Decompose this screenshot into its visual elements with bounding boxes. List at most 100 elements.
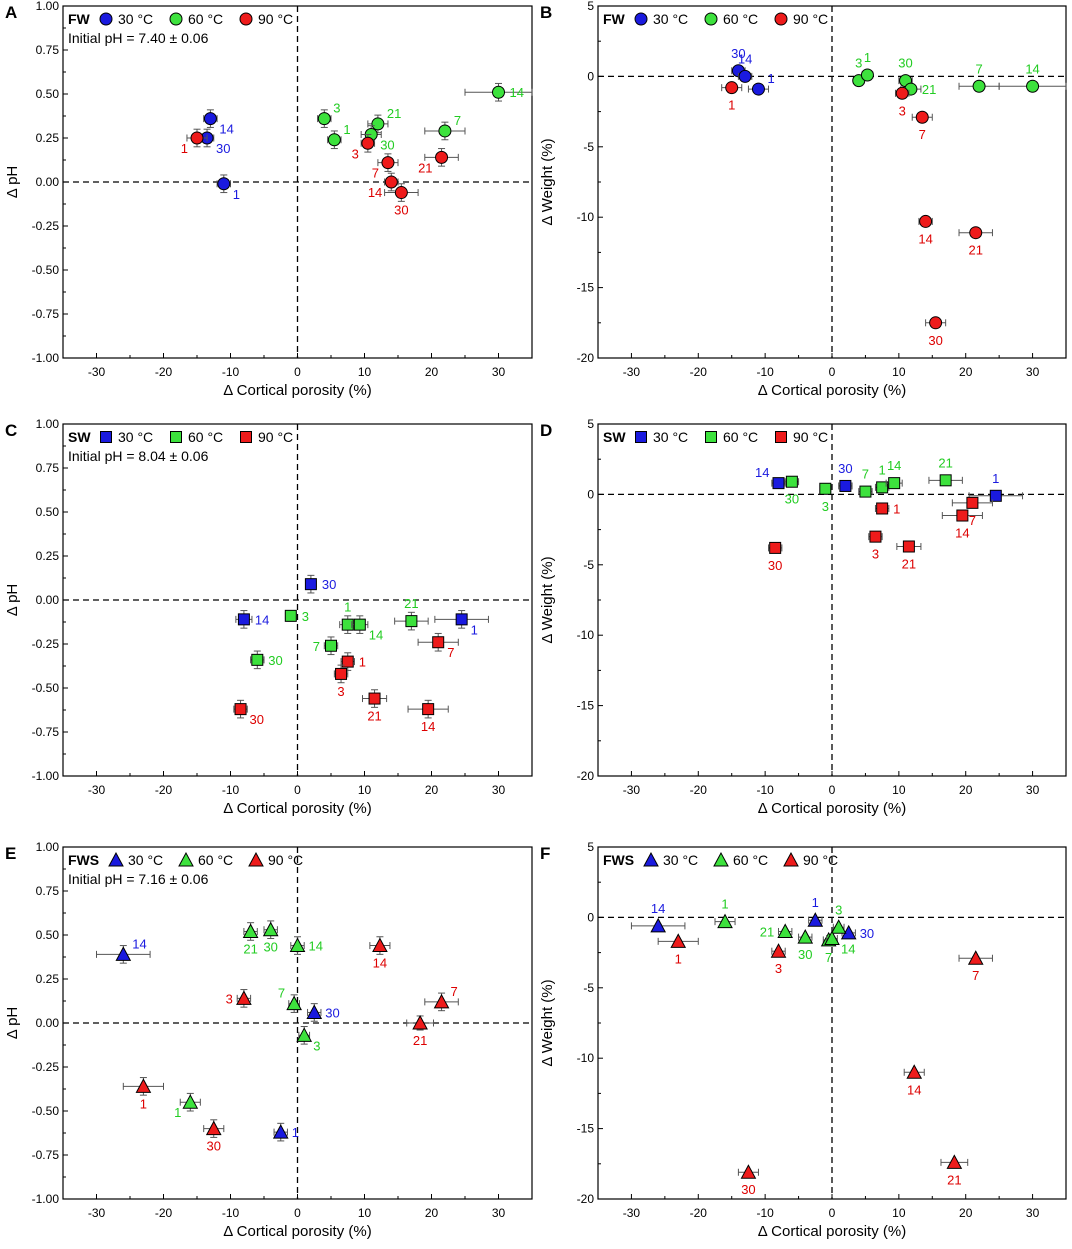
y-tick-label: 0.00 (36, 1016, 60, 1030)
data-marker (433, 993, 450, 1009)
data-marker (725, 81, 739, 95)
data-marker (860, 68, 874, 82)
y-tick-label: -0.50 (32, 681, 60, 695)
data-marker (296, 1027, 313, 1042)
legend-label: 30 °C (128, 852, 163, 868)
legend-group-name: FWS (68, 852, 99, 868)
data-point: 1 (174, 1092, 201, 1120)
y-tick-label: 0.50 (36, 505, 60, 519)
data-marker (455, 613, 468, 626)
data-label: 7 (825, 950, 832, 965)
initial-ph-note: Initial pH = 7.40 ± 0.06 (68, 30, 209, 46)
data-point: 1 (339, 600, 357, 634)
data-point: 21 (896, 540, 922, 571)
data-point: 14 (464, 82, 533, 102)
data-label: 7 (969, 513, 976, 528)
data-marker (435, 150, 449, 164)
series-60c: 21 30 14 7 3 1 (174, 920, 323, 1120)
data-label: 7 (454, 113, 461, 128)
data-label: 14 (421, 719, 435, 734)
legend: FW 30 °C 60 °C 90 °C (68, 11, 293, 27)
data-point: 30 (233, 699, 264, 727)
series-90c: 1 3 714 21 30 (768, 496, 993, 573)
data-marker (967, 950, 984, 965)
panel-f: -30 -20 -10 0 10 20 30 5 0 -5 -10 -15 -20 Δ Cortical … (539, 840, 1067, 1240)
data-point: 7 (278, 986, 302, 1013)
data-label: 3 (302, 609, 309, 624)
data-label: 30 (785, 492, 799, 507)
x-axis-label: Δ Cortical porosity (%) (223, 800, 371, 817)
legend-marker-60c (705, 431, 717, 443)
x-tick-label: -10 (756, 365, 774, 379)
legend: SW 30 °C 60 °C 90 °C (603, 429, 828, 445)
data-point: 30 (384, 183, 419, 218)
legend-marker-60c (704, 12, 718, 26)
data-label: 3 (333, 101, 340, 116)
data-marker (394, 186, 408, 200)
legend: FW 30 °C 60 °C 90 °C (603, 11, 828, 27)
data-label: 30 (898, 56, 912, 71)
x-tick-label: -30 (623, 365, 641, 379)
y-tick-label: 1.00 (36, 417, 60, 431)
data-point: 3 (317, 101, 341, 128)
data-point: 30 (898, 56, 913, 88)
x-tick-label: 10 (892, 1206, 906, 1220)
panel-letter: C (5, 421, 17, 440)
data-marker (242, 923, 259, 938)
x-tick-label: 0 (294, 1206, 301, 1220)
data-point: 14 (368, 172, 399, 200)
data-point: 7 (424, 113, 466, 141)
series-30c: 30 14 1 (235, 574, 489, 637)
data-label: 14 (955, 526, 969, 541)
data-marker (769, 541, 782, 554)
x-tick-label: -20 (690, 1206, 708, 1220)
x-tick-label: 30 (1026, 783, 1040, 797)
data-marker (869, 530, 882, 543)
data-point: 7 (372, 153, 399, 181)
y-tick-label: 0.25 (36, 549, 60, 563)
data-marker (335, 667, 348, 680)
data-marker (770, 943, 787, 958)
data-marker (262, 921, 279, 937)
data-marker (405, 615, 418, 628)
y-tick-label: -5 (583, 981, 594, 995)
data-label: 21 (947, 1172, 961, 1187)
data-label: 3 (872, 547, 879, 562)
series-60c: 31 21 30 7 14 (317, 82, 533, 152)
data-label: 3 (313, 1038, 320, 1053)
y-tick-label: -1.00 (32, 1192, 60, 1206)
panel-letter: E (5, 844, 16, 863)
data-point: 1 (122, 1077, 164, 1111)
y-tick-label: 1.00 (36, 840, 60, 854)
data-marker (989, 489, 1002, 502)
data-label: 7 (451, 984, 458, 999)
y-tick-label: -0.25 (32, 637, 60, 651)
legend-label: 60 °C (733, 852, 768, 868)
legend-marker-90c (240, 431, 252, 443)
data-label: 1 (721, 897, 728, 912)
x-tick-label: -20 (155, 783, 173, 797)
data-point: 1 (747, 71, 775, 96)
data-marker (738, 69, 752, 83)
legend: FWS 30 °C 60 °C 90 °C (68, 851, 303, 868)
data-label: 1 (767, 71, 774, 86)
data-point: 3 (296, 1026, 320, 1053)
data-point: 3 (819, 482, 832, 514)
x-tick-label: 0 (829, 365, 836, 379)
data-label: 14 (510, 85, 524, 100)
data-label: 1 (992, 471, 999, 486)
y-tick-label: 1.00 (36, 0, 60, 13)
data-point: 1 (714, 897, 736, 929)
data-label: 14 (132, 936, 146, 951)
data-point: 7 (958, 950, 993, 983)
data-point: 14 (998, 61, 1067, 93)
y-axis-label: Δ pH (4, 584, 21, 617)
x-tick-label: -10 (756, 1206, 774, 1220)
series-60c: 30 37 1 14 21 (785, 455, 963, 514)
data-point: 14 (918, 214, 933, 246)
legend-label: 30 °C (663, 852, 698, 868)
data-label: 14 (651, 901, 665, 916)
data-label: 30 (380, 137, 394, 152)
data-marker (438, 124, 452, 138)
data-label: 21 (413, 1033, 427, 1048)
